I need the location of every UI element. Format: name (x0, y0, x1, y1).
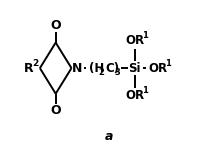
Text: 2: 2 (98, 68, 104, 77)
Text: OR: OR (149, 62, 168, 75)
Text: C): C) (105, 62, 119, 75)
Text: 3: 3 (114, 68, 120, 77)
Text: 2: 2 (32, 59, 38, 68)
Text: OR: OR (125, 34, 144, 47)
Text: N: N (72, 62, 83, 75)
Text: 1: 1 (142, 31, 147, 40)
Text: 1: 1 (165, 59, 171, 68)
Text: 1: 1 (142, 86, 147, 95)
Text: Si: Si (128, 62, 141, 75)
Text: a: a (105, 130, 113, 143)
Text: (H: (H (89, 62, 104, 75)
Text: R: R (24, 62, 34, 75)
Text: O: O (50, 104, 61, 117)
Text: OR: OR (125, 89, 144, 102)
Text: O: O (50, 19, 61, 32)
